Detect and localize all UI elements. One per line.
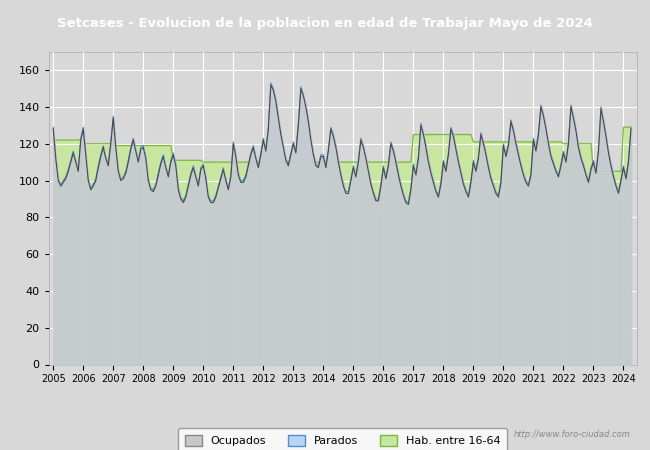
Text: Setcases - Evolucion de la poblacion en edad de Trabajar Mayo de 2024: Setcases - Evolucion de la poblacion en … <box>57 17 593 30</box>
Text: http://www.foro-ciudad.com: http://www.foro-ciudad.com <box>514 430 630 439</box>
Text: foro-ciudad.com: foro-ciudad.com <box>263 199 423 217</box>
Legend: Ocupados, Parados, Hab. entre 16-64: Ocupados, Parados, Hab. entre 16-64 <box>179 428 507 450</box>
